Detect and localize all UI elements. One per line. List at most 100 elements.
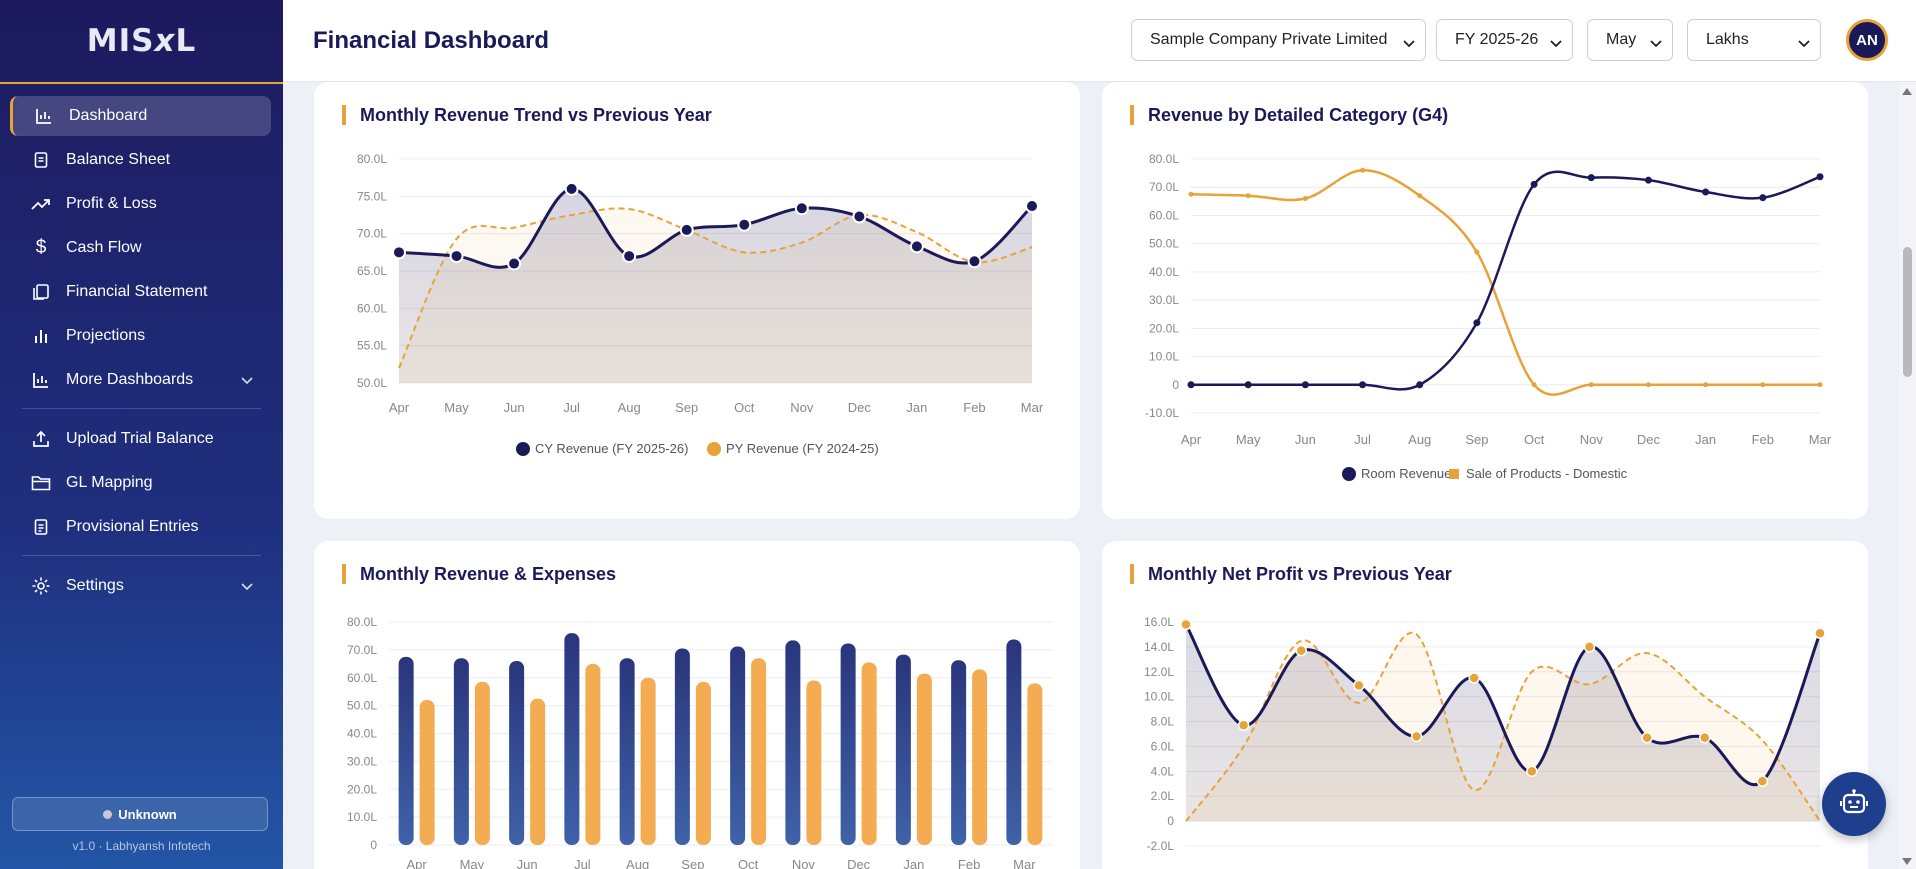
y-tick-label: 50.0L — [357, 376, 387, 390]
y-tick-label: 50.0L — [1149, 237, 1179, 251]
sidebar-item-label: Provisional Entries — [66, 518, 199, 535]
y-tick-label: 2.0L — [1151, 789, 1175, 803]
scroll-up-arrow-icon[interactable] — [1902, 88, 1912, 95]
sidebar-item-settings[interactable]: Settings — [10, 566, 271, 606]
x-tick-label: Dec — [1637, 432, 1661, 447]
x-tick-label: Apr — [1181, 432, 1202, 447]
sidebar-item-more-dashboards[interactable]: More Dashboards — [10, 360, 271, 400]
upload-icon — [30, 428, 52, 450]
chatbot-button[interactable] — [1822, 772, 1886, 836]
chart-card-net-profit: Monthly Net Profit vs Previous Year -2.0… — [1102, 541, 1868, 869]
revenue-bar — [951, 660, 967, 845]
month-select[interactable]: May — [1587, 19, 1673, 61]
sidebar-item-upload-trial-balance[interactable]: Upload Trial Balance — [10, 419, 271, 459]
scroll-thumb[interactable] — [1903, 247, 1912, 377]
legend-label: PY Revenue (FY 2024-25) — [726, 441, 879, 456]
x-tick-label: Nov — [1580, 432, 1604, 447]
sidebar-item-profit-loss[interactable]: Profit & Loss — [10, 184, 271, 224]
x-tick-label: Sep — [1465, 432, 1488, 447]
cy-data-point — [794, 201, 809, 216]
x-tick-label: Sep — [675, 400, 698, 415]
py-series-line — [1185, 631, 1821, 822]
cy-data-point — [737, 217, 752, 232]
sale-of-products-point — [1417, 193, 1423, 199]
sidebar-item-label: Dashboard — [69, 107, 148, 124]
x-tick-label: Jun — [504, 400, 525, 415]
cy-data-point — [507, 256, 522, 271]
y-tick-label: 70.0L — [347, 643, 377, 657]
sale-of-products-point — [1760, 382, 1766, 388]
sale-of-products-point — [1817, 382, 1823, 388]
x-tick-label: Oct — [738, 857, 759, 869]
x-tick-label: Jan — [903, 857, 924, 869]
sidebar-item-cash-flow[interactable]: $ Cash Flow — [10, 228, 271, 268]
cy-data-point — [1756, 775, 1769, 788]
x-tick-label: May — [1236, 432, 1261, 447]
sidebar-item-label: GL Mapping — [66, 474, 153, 491]
x-tick-label: Jul — [574, 857, 591, 869]
x-tick-label: Mar — [1809, 432, 1832, 447]
x-tick-label: Mar — [1013, 857, 1036, 869]
page-scrollbar[interactable] — [1899, 82, 1916, 869]
x-tick-label: Aug — [1405, 867, 1428, 869]
sidebar-item-dashboard[interactable]: Dashboard — [10, 96, 271, 136]
y-tick-label: 40.0L — [347, 727, 377, 741]
room-revenue-point — [1530, 180, 1538, 188]
expense-bar — [751, 658, 767, 845]
legend-marker — [707, 442, 721, 456]
card-title: Monthly Revenue & Expenses — [342, 564, 616, 584]
fy-select[interactable]: FY 2025-26 — [1436, 19, 1573, 61]
bar-chart-icon — [30, 369, 52, 391]
y-tick-label: 0 — [370, 838, 377, 852]
cy-data-point — [1641, 731, 1653, 744]
connection-status-badge[interactable]: Unknown — [12, 797, 268, 831]
sidebar-item-projections[interactable]: Projections — [10, 316, 271, 356]
cy-data-point — [564, 181, 579, 196]
x-tick-label: Jan — [1695, 432, 1716, 447]
sidebar-item-provisional-entries[interactable]: Provisional Entries — [10, 507, 271, 547]
sale-of-products-point — [1245, 193, 1251, 199]
cy-data-point — [392, 245, 406, 260]
revenue-bar — [895, 654, 911, 845]
cy-data-point — [1353, 679, 1365, 692]
scroll-down-arrow-icon[interactable] — [1902, 858, 1912, 865]
y-tick-label: 30.0L — [347, 754, 377, 768]
y-tick-label: 60.0L — [1149, 208, 1179, 222]
user-avatar[interactable]: AN — [1846, 19, 1888, 61]
y-tick-label: 10.0L — [1149, 350, 1179, 364]
y-tick-label: 8.0L — [1151, 715, 1175, 729]
room-revenue-point — [1244, 381, 1252, 389]
x-tick-label: Dec — [848, 400, 872, 415]
sidebar-item-gl-mapping[interactable]: GL Mapping — [10, 463, 271, 503]
legend-label: CY Revenue (FY 2025-26) — [535, 441, 688, 456]
chevron-down-icon — [1650, 35, 1662, 53]
y-tick-label: 10.0L — [1144, 690, 1174, 704]
sidebar-item-balance-sheet[interactable]: Balance Sheet — [10, 140, 271, 180]
x-tick-label: Jan — [906, 400, 927, 415]
company-select[interactable]: Sample Company Private Limited — [1131, 19, 1426, 61]
cy-area — [399, 188, 1032, 383]
bar-chart-icon — [33, 105, 55, 127]
expense-bar — [916, 673, 932, 845]
y-tick-label: 60.0L — [347, 671, 377, 685]
sale-of-products-point — [1703, 382, 1709, 388]
expense-bar — [861, 662, 877, 845]
sale-of-products-point — [1474, 249, 1480, 255]
y-tick-label: 65.0L — [357, 264, 387, 278]
x-tick-label: Jul — [563, 400, 580, 415]
revenue-bar — [840, 643, 856, 845]
sidebar-item-label: Settings — [66, 577, 124, 594]
legend-label: Sale of Products - Domestic — [1466, 466, 1628, 481]
sale-of-products-point — [1531, 382, 1537, 388]
expense-bar — [419, 700, 435, 845]
x-tick-label: Jun — [1291, 867, 1312, 869]
y-tick-label: 0 — [1167, 814, 1174, 828]
divider — [22, 408, 261, 409]
x-tick-label: Apr — [407, 857, 428, 869]
x-tick-label: Oct — [1522, 867, 1543, 869]
brand-logo[interactable]: MISxL — [0, 0, 283, 84]
unit-select[interactable]: Lakhs — [1687, 19, 1821, 61]
x-tick-label: Aug — [1408, 432, 1431, 447]
y-tick-label: 6.0L — [1151, 739, 1175, 753]
sidebar-item-financial-statement[interactable]: Financial Statement — [10, 272, 271, 312]
